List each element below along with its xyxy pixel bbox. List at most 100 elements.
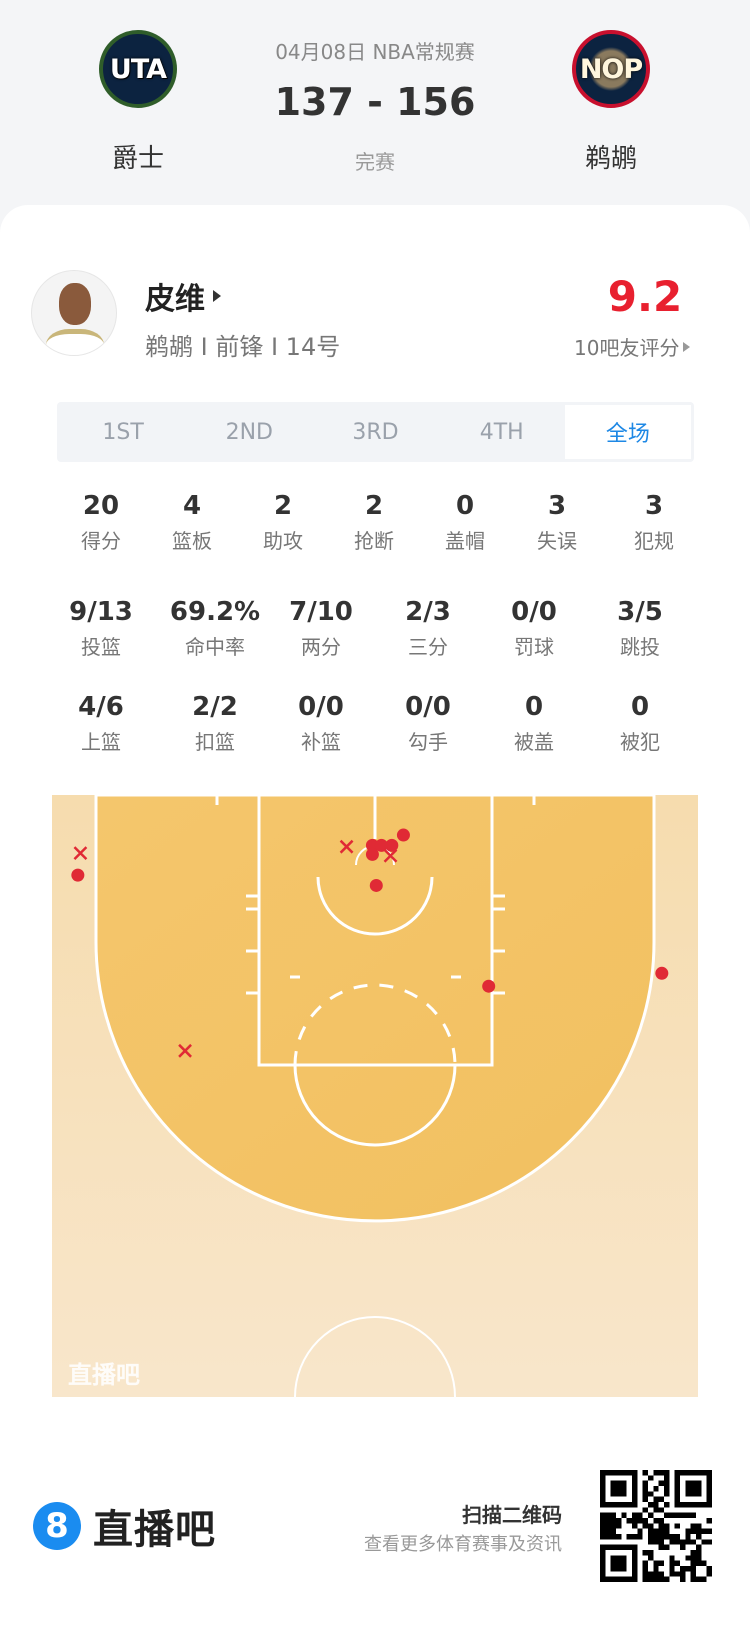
- home-team-name[interactable]: 爵士: [111, 144, 164, 174]
- away-team-name[interactable]: 鹈鹕: [584, 144, 637, 174]
- caret-right-icon: [213, 290, 221, 302]
- player-name: 皮维: [145, 282, 205, 317]
- shot-made-marker: [396, 828, 410, 842]
- free-throw-circle-bottom: [293, 1064, 457, 1147]
- stat-value: 69.2%: [169, 597, 261, 627]
- stat-value: 0/0: [511, 597, 557, 627]
- shot-made-marker: [374, 838, 388, 852]
- stat-item: 69.2% 命中率: [165, 595, 265, 660]
- shot-made-marker: [365, 838, 379, 852]
- game-score: 137 - 156: [274, 80, 476, 124]
- stat-item: 2 抢断: [324, 489, 424, 554]
- shot-made-marker: [655, 966, 669, 980]
- stat-value: 4/6: [78, 692, 124, 722]
- stat-value: 9/13: [69, 597, 133, 627]
- stat-item: 0/0 勾手: [378, 690, 478, 755]
- stat-value: 0/0: [405, 692, 451, 722]
- shot-missed-marker: [178, 1043, 192, 1058]
- stat-label: 三分: [408, 635, 448, 659]
- stat-label: 扣篮: [195, 730, 235, 754]
- stat-value: 0: [630, 692, 650, 722]
- stat-label: 失误: [537, 529, 577, 553]
- stat-item: 0 被犯: [590, 690, 690, 755]
- stat-label: 跳投: [620, 635, 660, 659]
- period-tabs: 1ST 2ND 3RD 4TH 全场: [57, 402, 694, 462]
- scan-qr-sub: 查看更多体育赛事及资讯: [364, 1534, 562, 1555]
- player-name-link[interactable]: 皮维: [145, 274, 221, 318]
- stat-item: 0 被盖: [484, 690, 584, 755]
- stat-label: 命中率: [185, 635, 245, 659]
- stat-value: 3: [644, 491, 664, 521]
- stat-label: 上篮: [81, 730, 121, 754]
- stat-item: 2 助攻: [233, 489, 333, 554]
- stat-value: 0/0: [298, 692, 344, 722]
- stat-item: 4 篮板: [142, 489, 242, 554]
- stat-value: 3/5: [617, 597, 663, 627]
- scan-qr-label: 扫描二维码: [462, 1503, 562, 1527]
- stat-value: 4: [182, 491, 202, 521]
- rating-link[interactable]: 10吧友评分: [574, 332, 691, 361]
- caret-right-icon: [683, 341, 691, 352]
- stat-label: 投篮: [81, 635, 121, 659]
- stat-item: 0 盖帽: [415, 489, 515, 554]
- stat-value: 2: [364, 491, 384, 521]
- stat-value: 0: [524, 692, 544, 722]
- stat-label: 被盖: [514, 730, 554, 754]
- stat-value: 2/3: [405, 597, 451, 627]
- shot-missed-marker: [383, 848, 398, 863]
- tab-1st[interactable]: 1ST: [102, 419, 144, 445]
- stat-label: 补篮: [301, 730, 341, 754]
- stat-value: 20: [82, 491, 120, 521]
- away-team-logo[interactable]: NOP: [572, 30, 650, 108]
- home-team-logo[interactable]: UTA: [99, 30, 177, 108]
- tab-2nd[interactable]: 2ND: [225, 419, 273, 445]
- restricted-arc: [316, 876, 434, 936]
- stat-label: 罚球: [514, 635, 554, 659]
- stat-value: 7/10: [289, 597, 353, 627]
- tab-full-game[interactable]: 全场: [564, 405, 692, 459]
- stat-value: 0: [455, 491, 475, 521]
- stat-label: 篮板: [172, 529, 212, 553]
- shot-chart: 直播吧: [52, 795, 698, 1397]
- stat-label: 得分: [81, 529, 121, 553]
- shot-made-marker: [385, 838, 399, 852]
- stat-item: 3 犯规: [604, 489, 704, 554]
- center-circle: [294, 1316, 456, 1397]
- stat-value: 3: [547, 491, 567, 521]
- brand-logo[interactable]: 8 直播吧: [33, 1497, 216, 1555]
- paint: [257, 795, 494, 1067]
- three-point-area: [94, 795, 656, 1223]
- stat-label: 两分: [301, 635, 341, 659]
- player-rating: 9.2: [607, 272, 683, 321]
- stat-label: 盖帽: [445, 529, 485, 553]
- stat-label: 助攻: [263, 529, 303, 553]
- shot-missed-marker: [339, 839, 354, 854]
- brand-8-icon: 8: [33, 1502, 81, 1550]
- stat-label: 犯规: [634, 529, 674, 553]
- player-avatar[interactable]: [31, 270, 117, 356]
- stat-item: 20 得分: [51, 489, 151, 554]
- shot-made-marker: [369, 878, 383, 892]
- player-info: 鹈鹕 I 前锋 I 14号: [145, 333, 341, 361]
- shot-missed-marker: [73, 846, 88, 861]
- tab-3rd[interactable]: 3RD: [352, 419, 399, 445]
- game-date-league: 04月08日 NBA常规赛: [275, 40, 475, 64]
- game-status: 完赛: [355, 150, 395, 174]
- tab-4th[interactable]: 4TH: [479, 419, 524, 445]
- stat-label: 勾手: [408, 730, 448, 754]
- stat-label: 抢断: [354, 529, 394, 553]
- stat-item: 3/5 跳投: [590, 595, 690, 660]
- shot-made-marker: [482, 979, 496, 993]
- qr-code[interactable]: [600, 1470, 712, 1582]
- stat-item: 3 失误: [507, 489, 607, 554]
- stat-item: 2/3 三分: [378, 595, 478, 660]
- watermark: 直播吧: [68, 1361, 140, 1389]
- stat-item: 0/0 补篮: [271, 690, 371, 755]
- stat-item: 7/10 两分: [271, 595, 371, 660]
- shot-made-marker: [365, 847, 379, 861]
- shot-made-marker: [71, 868, 85, 882]
- stat-value: 2: [273, 491, 293, 521]
- stat-item: 9/13 投篮: [51, 595, 151, 660]
- stat-value: 2/2: [192, 692, 238, 722]
- free-throw-circle-top: [293, 983, 457, 1066]
